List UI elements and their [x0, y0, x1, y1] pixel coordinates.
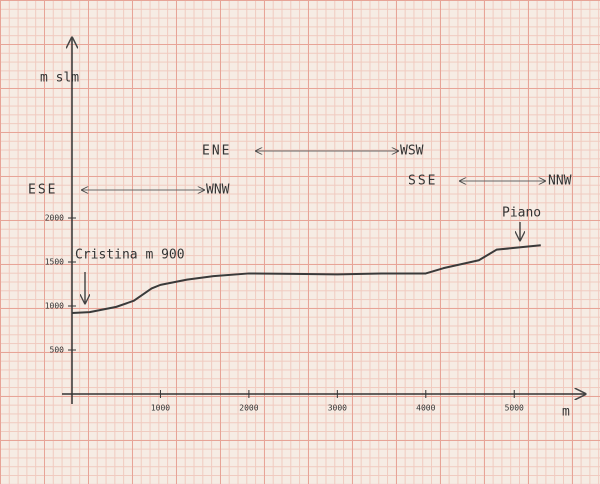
direction-to: NNW	[548, 174, 572, 189]
y-tick-label: 2000	[45, 214, 64, 223]
x-tick-label: 4000	[416, 404, 435, 413]
x-tick-label: 1000	[151, 404, 170, 413]
direction-from: ESE	[28, 183, 57, 198]
y-tick-label: 1500	[45, 258, 64, 267]
x-tick-label: 5000	[505, 404, 524, 413]
profile-line	[71, 244, 541, 315]
annotation: Piano	[502, 206, 541, 221]
x-axis-label: m	[562, 405, 570, 420]
annotation: Cristina m 900	[75, 248, 185, 263]
direction-from: SSE	[408, 174, 437, 189]
direction-from: ENE	[202, 144, 231, 159]
direction-to: WNW	[206, 183, 230, 198]
y-tick-label: 500	[50, 346, 65, 355]
y-tick-label: 1000	[45, 302, 64, 311]
y-axis-label: m slm	[40, 71, 79, 86]
direction-to: WSW	[400, 144, 424, 159]
x-tick-label: 2000	[239, 404, 258, 413]
x-tick-label: 3000	[328, 404, 347, 413]
